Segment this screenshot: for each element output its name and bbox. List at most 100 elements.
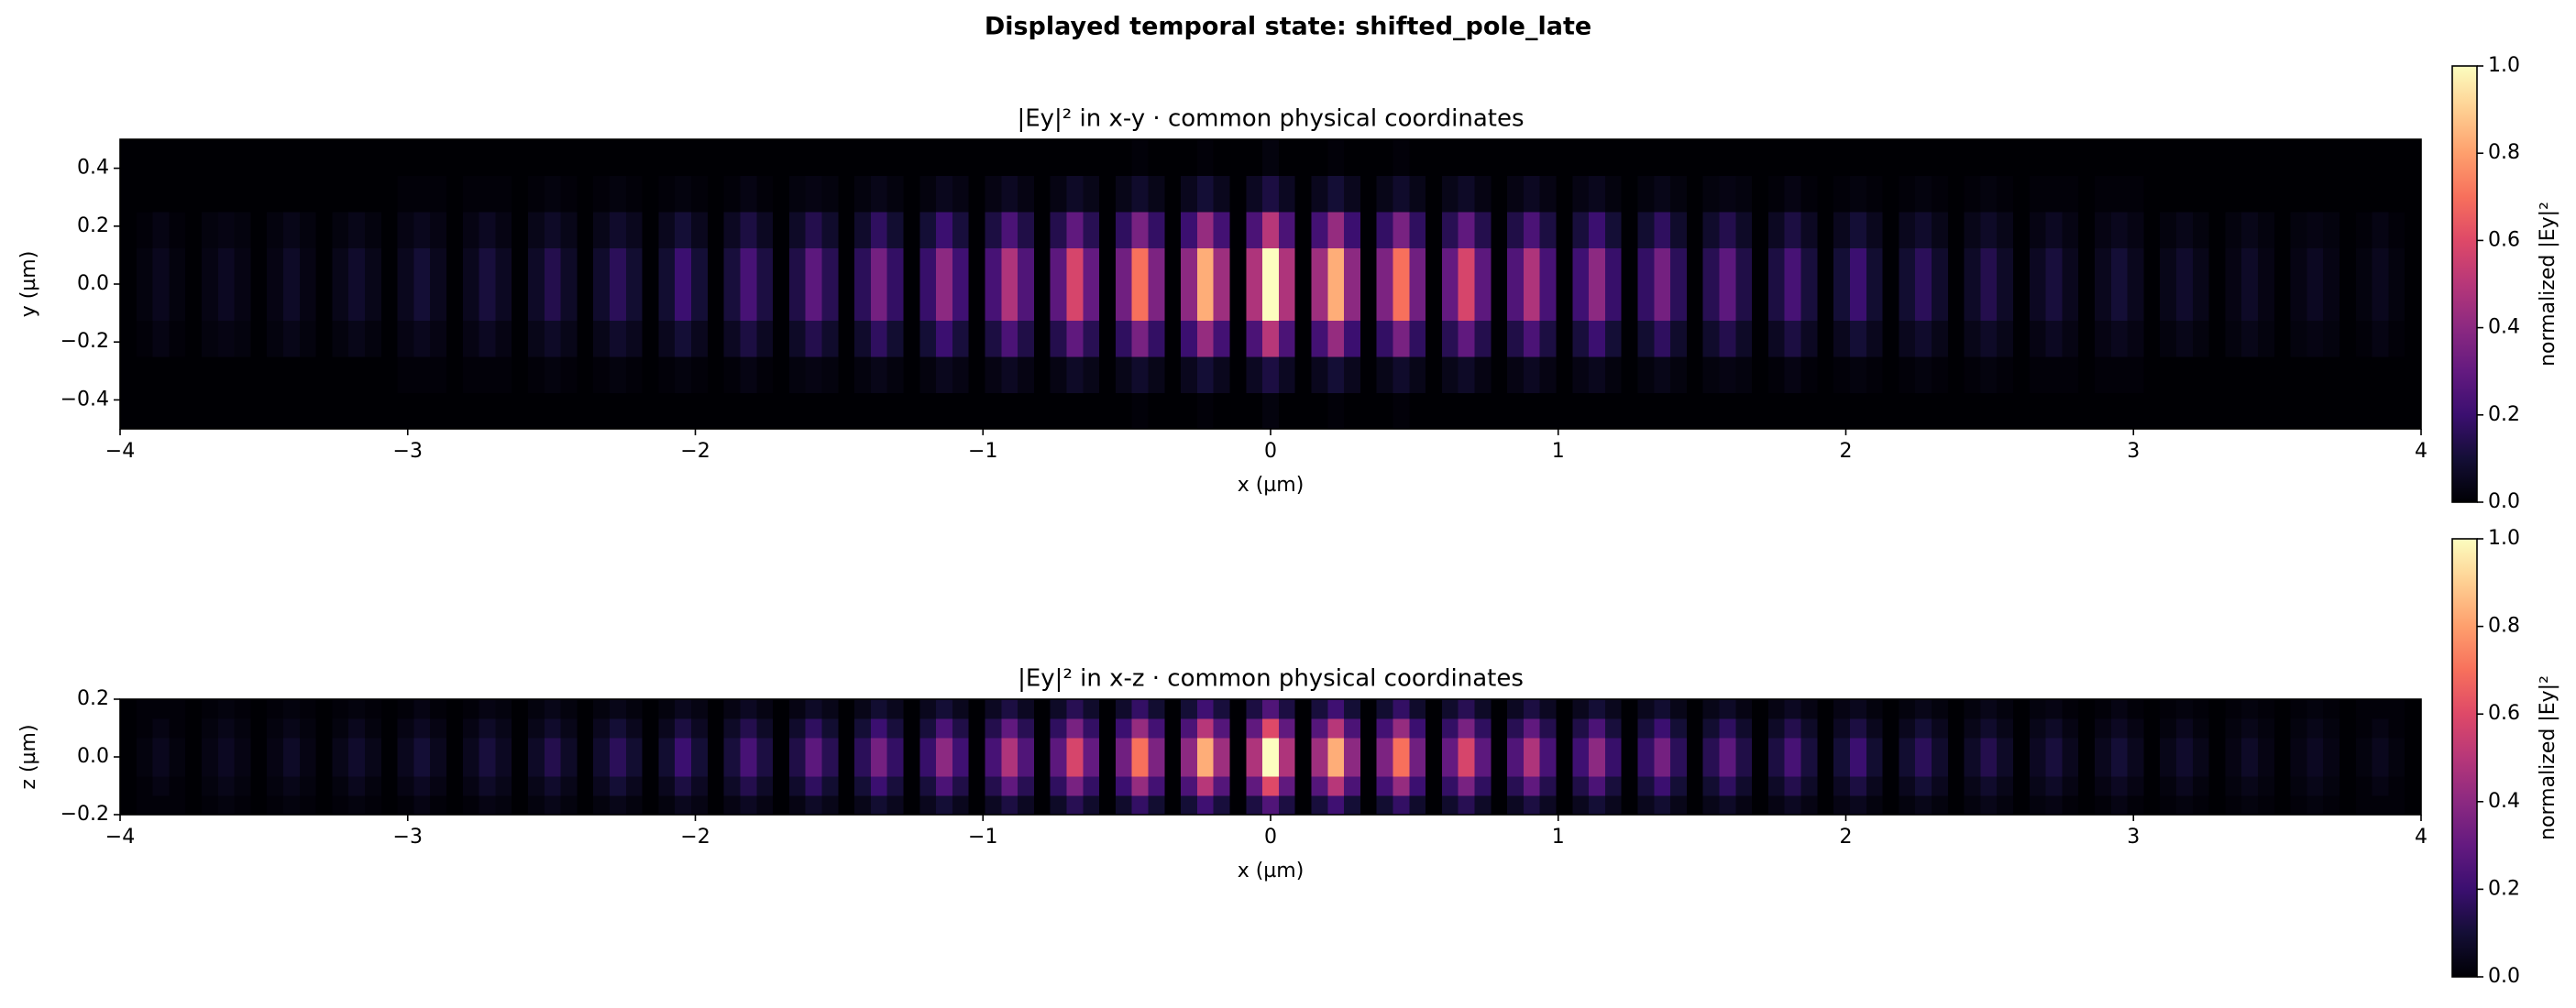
heatmap-cell xyxy=(2405,356,2421,394)
heatmap-cell xyxy=(1719,356,1736,394)
heatmap-cell xyxy=(707,139,725,177)
heatmap-cell xyxy=(446,795,464,816)
heatmap-cell xyxy=(788,356,807,394)
heatmap-cell xyxy=(495,776,512,796)
heatmap-cell xyxy=(217,718,236,739)
heatmap-cell xyxy=(2405,212,2421,249)
heatmap-cell xyxy=(1327,175,1345,213)
heatmap-cell xyxy=(1866,212,1884,249)
x-axis-label: x (µm) xyxy=(1238,860,1305,882)
heatmap-cell xyxy=(202,718,219,739)
heatmap-cell xyxy=(1686,776,1704,796)
heatmap-cell xyxy=(1278,776,1296,796)
heatmap-cell xyxy=(544,356,562,394)
heatmap-cell xyxy=(430,738,447,758)
heatmap-cell xyxy=(2405,776,2421,796)
heatmap-cell xyxy=(936,757,953,777)
heatmap-cell xyxy=(1556,795,1573,816)
heatmap-cell xyxy=(2160,699,2177,719)
heatmap-cell xyxy=(1702,795,1721,816)
heatmap-cell xyxy=(1882,757,1899,777)
heatmap-cell xyxy=(2388,718,2405,739)
heatmap-cell xyxy=(577,757,594,777)
heatmap-cell xyxy=(1131,738,1150,758)
heatmap-cell xyxy=(365,757,382,777)
heatmap-cell xyxy=(1294,356,1313,394)
heatmap-cell xyxy=(2045,356,2063,394)
heatmap-cell xyxy=(1360,356,1378,394)
heatmap-cell xyxy=(1964,757,1981,777)
heatmap-cell xyxy=(1033,175,1051,213)
heatmap-cell xyxy=(2110,175,2129,213)
heatmap-cell xyxy=(2062,212,2079,249)
heatmap-cell xyxy=(1589,320,1606,357)
heatmap-cell xyxy=(1376,699,1394,719)
heatmap-cell xyxy=(642,738,660,758)
heatmap-cell xyxy=(1099,247,1117,285)
heatmap-cell xyxy=(1327,795,1345,816)
heatmap-cell xyxy=(136,718,154,739)
heatmap-cell xyxy=(1181,392,1198,430)
heatmap-cell xyxy=(234,284,252,322)
heatmap-cell xyxy=(2290,247,2307,285)
heatmap-cell xyxy=(1229,738,1247,758)
heatmap-cell xyxy=(267,392,284,430)
heatmap-cell xyxy=(283,284,301,322)
heatmap-cell xyxy=(1033,776,1051,796)
heatmap-cell xyxy=(2062,356,2079,394)
heatmap-cell xyxy=(446,718,464,739)
heatmap-cell xyxy=(1066,392,1084,430)
heatmap-cell xyxy=(1458,356,1476,394)
heatmap-cell xyxy=(1604,320,1623,357)
heatmap-cell xyxy=(740,320,757,357)
heatmap-cell xyxy=(2143,284,2161,322)
heatmap-cell xyxy=(610,139,627,177)
heatmap-cell xyxy=(593,757,611,777)
heatmap-cell xyxy=(1018,392,1035,430)
heatmap-cell xyxy=(2405,392,2421,430)
heatmap-cell xyxy=(1752,738,1769,758)
heatmap-cell xyxy=(1458,284,1476,322)
heatmap-cell xyxy=(380,795,399,816)
heatmap-cell xyxy=(267,247,284,285)
heatmap-cell xyxy=(267,738,284,758)
heatmap-cell xyxy=(1360,392,1378,430)
heatmap-cell xyxy=(1784,392,1802,430)
heatmap-cell xyxy=(1882,356,1899,394)
heatmap-cell xyxy=(479,284,497,322)
heatmap-cell xyxy=(805,212,823,249)
heatmap-cell xyxy=(1001,247,1018,285)
heatmap-cell xyxy=(723,795,742,816)
heatmap-cell xyxy=(675,757,692,777)
heatmap-cell xyxy=(2241,795,2259,816)
heatmap-cell xyxy=(2062,284,2079,322)
heatmap xyxy=(120,699,2421,816)
heatmap-cell xyxy=(1507,356,1525,394)
heatmap-cell xyxy=(1849,776,1867,796)
heatmap-cell xyxy=(1915,247,1932,285)
heatmap-cell xyxy=(2388,212,2405,249)
heatmap-cell xyxy=(479,139,497,177)
heatmap-cell xyxy=(2029,738,2047,758)
heatmap-cell xyxy=(1426,356,1443,394)
heatmap-cell xyxy=(1539,699,1558,719)
heatmap-cell xyxy=(1441,795,1459,816)
heatmap-cell xyxy=(675,247,692,285)
x-tick-label: −3 xyxy=(393,826,423,849)
heatmap-cell xyxy=(479,392,497,430)
heatmap-cell xyxy=(1083,212,1100,249)
heatmap-cell xyxy=(1262,392,1280,430)
heatmap-cell xyxy=(1882,795,1899,816)
heatmap-cell xyxy=(1393,212,1410,249)
heatmap-cell xyxy=(1426,247,1443,285)
heatmap-cell xyxy=(870,738,888,758)
heatmap-cell xyxy=(1181,757,1198,777)
heatmap-cell xyxy=(1131,718,1150,739)
heatmap-cell xyxy=(2045,699,2063,719)
heatmap-cell xyxy=(1196,320,1215,357)
heatmap-cell xyxy=(1115,320,1133,357)
heatmap-cell xyxy=(1115,776,1133,796)
heatmap-cell xyxy=(169,247,186,285)
heatmap-cell xyxy=(1817,718,1834,739)
heatmap-cell xyxy=(1441,212,1459,249)
